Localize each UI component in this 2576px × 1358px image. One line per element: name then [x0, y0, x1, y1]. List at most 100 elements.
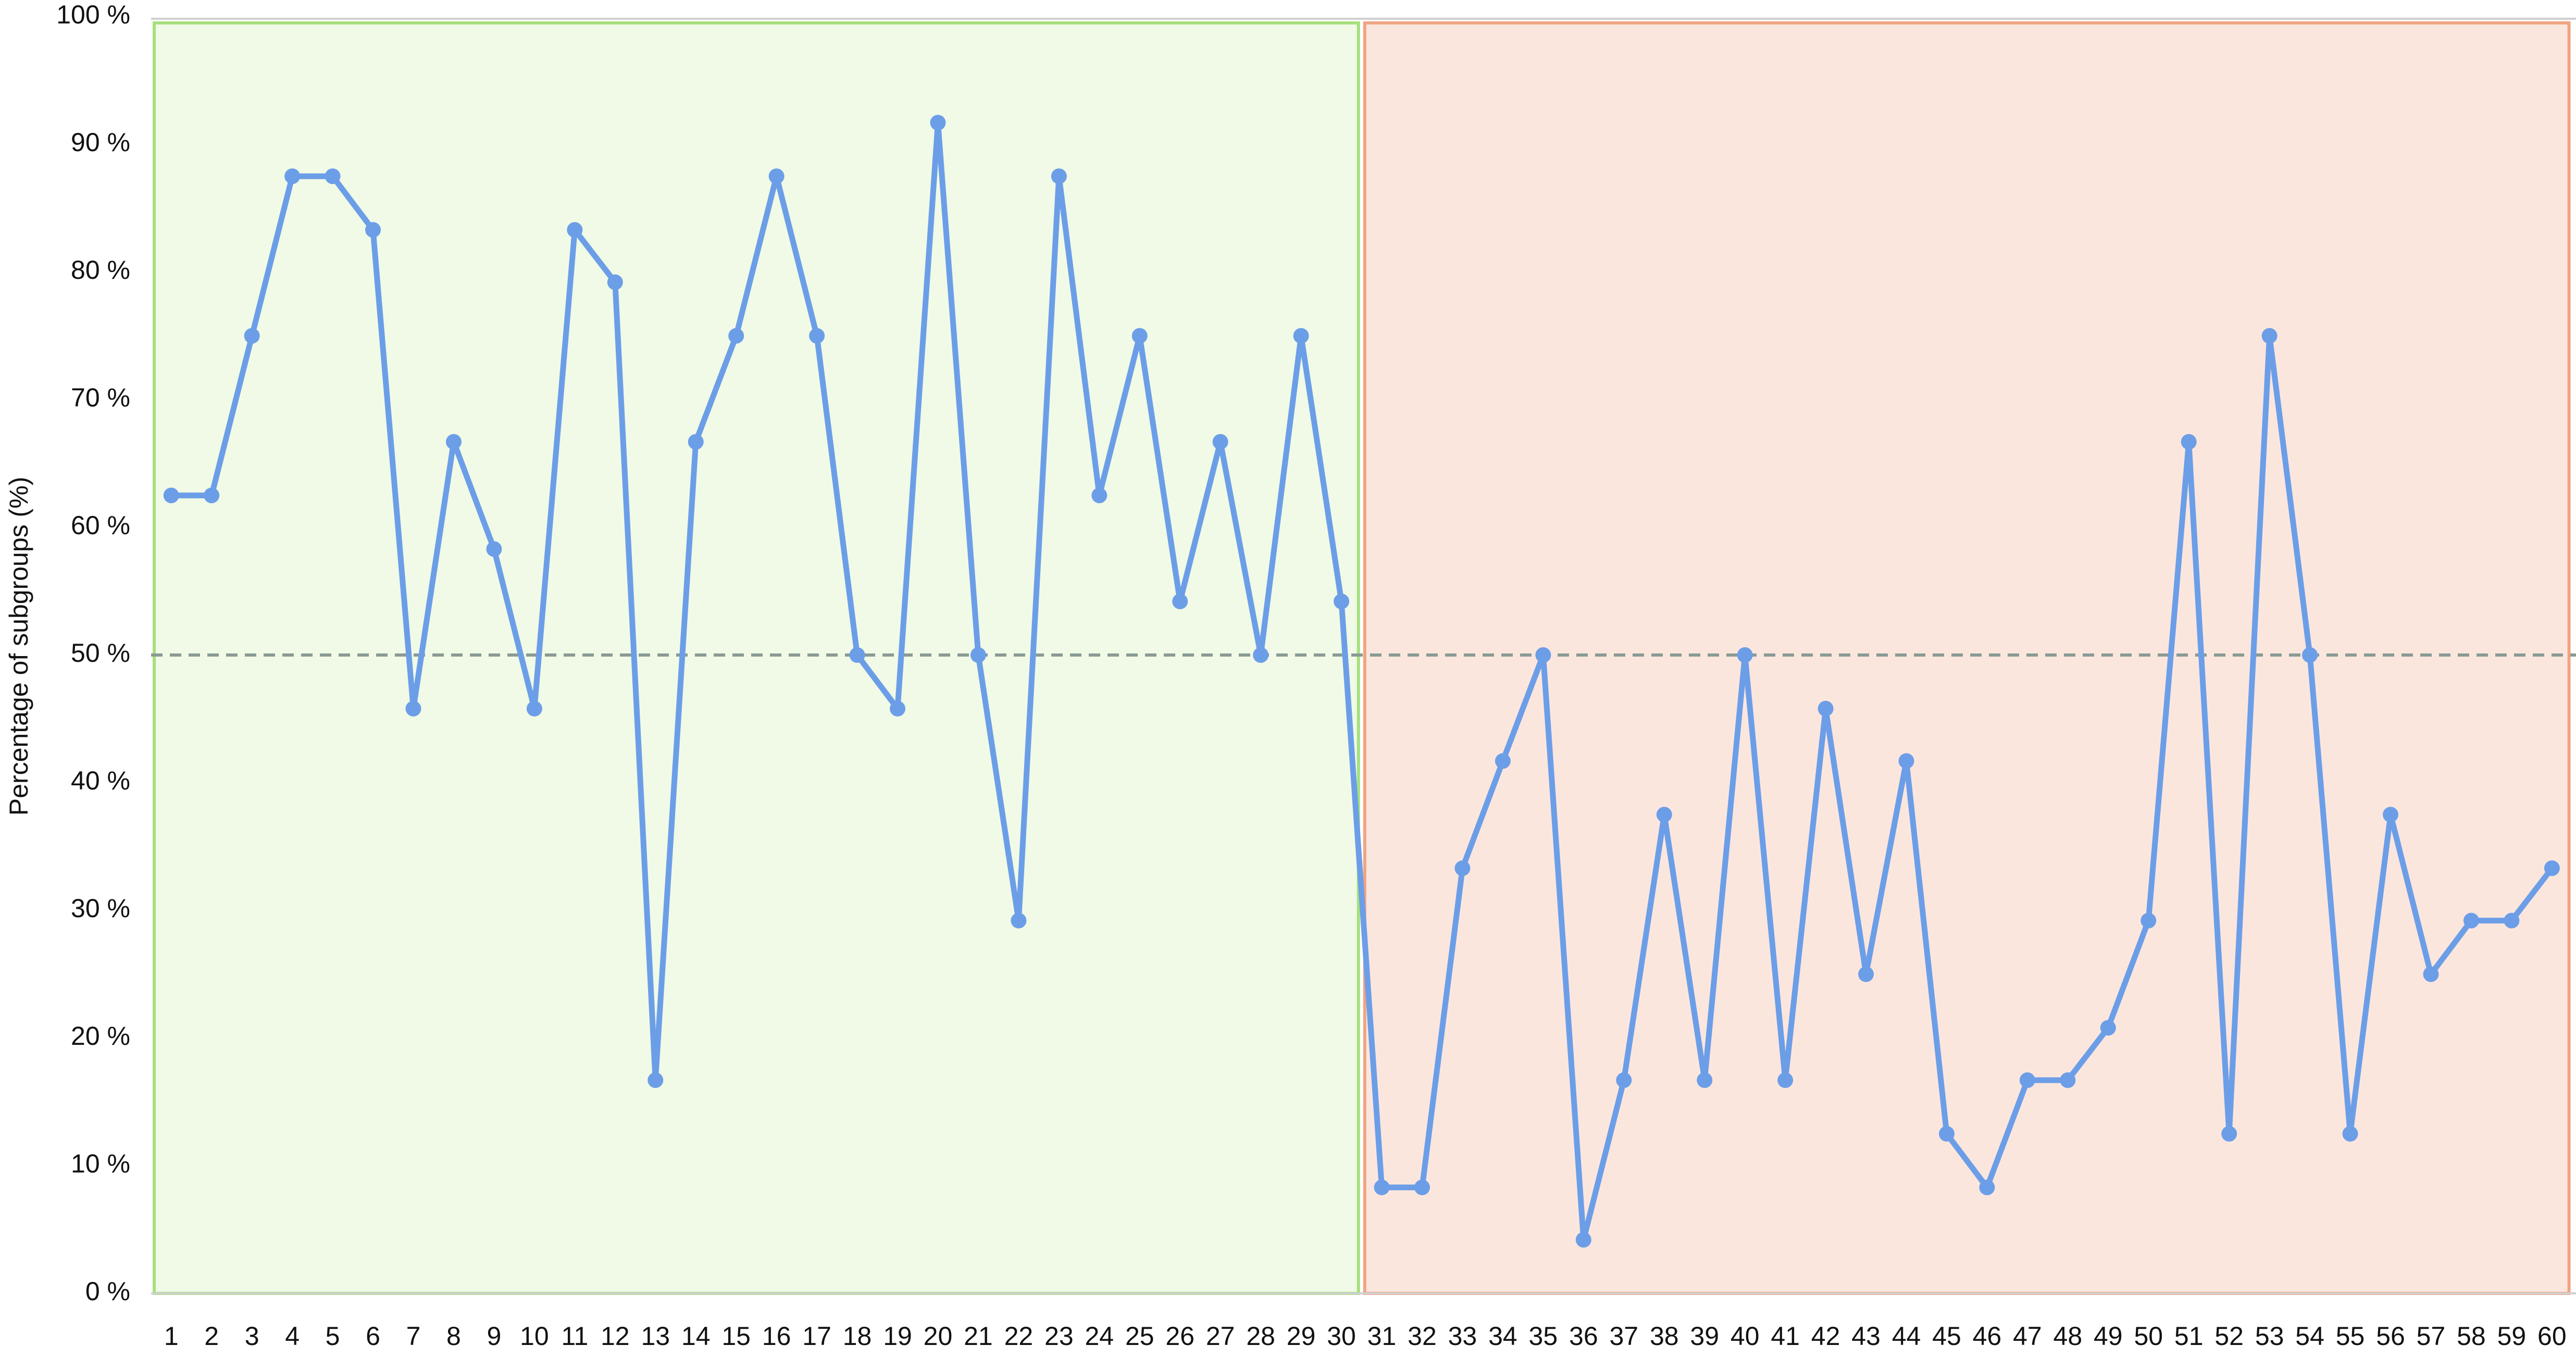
y-tick-label: 50 %	[71, 638, 130, 668]
x-tick-label: 18	[843, 1322, 872, 1351]
data-point	[2302, 647, 2318, 663]
x-tick-label: 13	[641, 1322, 670, 1351]
y-tick-label: 10 %	[71, 1149, 130, 1178]
data-point	[1374, 1179, 1390, 1195]
data-point	[1454, 860, 1471, 876]
x-tick-label: 16	[762, 1322, 791, 1351]
data-point	[163, 487, 179, 503]
data-point	[1131, 328, 1148, 344]
region	[1363, 21, 2571, 1295]
x-tick-label: 30	[1327, 1322, 1356, 1351]
x-tick-label: 46	[1973, 1322, 2002, 1351]
x-tick-label: 7	[406, 1322, 421, 1351]
x-tick-label: 36	[1569, 1322, 1598, 1351]
data-line	[171, 119, 2555, 1243]
x-tick-label: 29	[1287, 1322, 1316, 1351]
data-point	[2342, 1126, 2358, 1142]
x-tick-label: 52	[2214, 1322, 2244, 1351]
x-tick-label: 41	[1771, 1322, 1800, 1351]
y-tick-label: 80 %	[71, 255, 130, 285]
x-tick-label: 9	[487, 1322, 502, 1351]
y-tick-label: 0 %	[85, 1277, 130, 1306]
data-point	[1495, 753, 1511, 769]
x-tick-label: 20	[924, 1322, 953, 1351]
x-tick-label: 35	[1529, 1322, 1558, 1351]
data-point	[365, 222, 381, 238]
x-tick-label: 8	[446, 1322, 461, 1351]
x-tick-label: 39	[1690, 1322, 1719, 1351]
data-point	[1858, 966, 1874, 982]
x-tick-label: 12	[601, 1322, 630, 1351]
x-tick-label: 49	[2094, 1322, 2123, 1351]
x-tick-label: 14	[681, 1322, 711, 1351]
data-point	[325, 168, 341, 184]
data-point	[1212, 434, 1228, 450]
data-point	[1898, 753, 1914, 769]
x-tick-label: 42	[1811, 1322, 1840, 1351]
data-point	[2261, 328, 2278, 344]
data-point	[2019, 1072, 2035, 1088]
x-tick-label: 3	[245, 1322, 259, 1351]
x-tick-label: 34	[1488, 1322, 1517, 1351]
y-tick-label: 100 %	[56, 0, 130, 29]
data-point	[1737, 647, 1753, 663]
region	[153, 21, 1360, 1295]
data-point	[1414, 1179, 1430, 1195]
data-point	[1656, 807, 1672, 823]
x-tick-label: 40	[1731, 1322, 1760, 1351]
data-point	[2544, 860, 2560, 876]
x-tick-label: 59	[2497, 1322, 2527, 1351]
x-tick-label: 28	[1246, 1322, 1275, 1351]
x-tick-label: 31	[1367, 1322, 1397, 1351]
data-point	[2181, 434, 2197, 450]
data-point	[445, 434, 462, 450]
x-tick-label: 38	[1650, 1322, 1679, 1351]
data-point	[2504, 912, 2520, 929]
x-tick-label: 23	[1044, 1322, 1074, 1351]
data-point	[1293, 328, 1309, 344]
x-tick-label: 24	[1085, 1322, 1114, 1351]
data-point	[567, 222, 583, 238]
x-tick-label: 53	[2255, 1322, 2284, 1351]
x-tick-label: 33	[1448, 1322, 1477, 1351]
data-point	[1011, 912, 1027, 929]
data-point	[2141, 912, 2157, 929]
data-point	[1051, 168, 1067, 184]
data-point	[930, 115, 946, 131]
data-point	[2423, 966, 2439, 982]
x-tick-label: 54	[2295, 1322, 2324, 1351]
x-tick-label: 32	[1408, 1322, 1437, 1351]
y-tick-label: 60 %	[71, 511, 130, 540]
data-point	[1616, 1072, 1632, 1088]
x-tick-label: 56	[2376, 1322, 2405, 1351]
y-axis-title: Percentage of subgroups (%)	[4, 477, 33, 816]
data-point	[688, 434, 704, 450]
x-tick-label: 22	[1004, 1322, 1034, 1351]
x-tick-label: 51	[2174, 1322, 2204, 1351]
y-tick-label: 90 %	[71, 128, 130, 157]
x-tick-label: 4	[285, 1322, 300, 1351]
data-point	[244, 328, 260, 344]
x-tick-label: 58	[2457, 1322, 2486, 1351]
data-point	[648, 1072, 664, 1088]
x-tick-label: 25	[1125, 1322, 1154, 1351]
data-point	[1818, 700, 1834, 717]
x-tick-label: 44	[1892, 1322, 1921, 1351]
x-tick-label: 37	[1609, 1322, 1638, 1351]
data-point	[1253, 647, 1269, 663]
x-tick-label: 17	[802, 1322, 831, 1351]
data-point	[890, 700, 906, 717]
x-tick-label: 60	[2537, 1322, 2567, 1351]
data-point	[2383, 807, 2399, 823]
data-point	[2060, 1072, 2076, 1088]
data-point	[1334, 594, 1350, 610]
data-point	[1575, 1232, 1591, 1248]
x-tick-label: 15	[721, 1322, 751, 1351]
data-point	[284, 168, 301, 184]
x-tick-label: 48	[2054, 1322, 2083, 1351]
data-point	[1979, 1179, 1995, 1195]
y-tick-label: 30 %	[71, 894, 130, 923]
data-point	[204, 487, 220, 503]
data-point	[1535, 647, 1551, 663]
